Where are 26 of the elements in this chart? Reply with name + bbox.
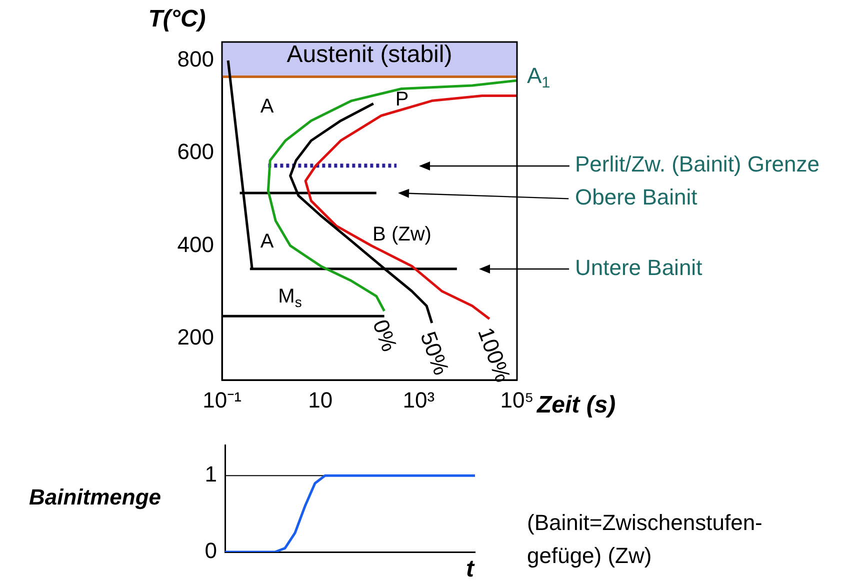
- y-tick-label: 200: [177, 324, 214, 350]
- text: 100%: [473, 324, 516, 386]
- x-tick-label: 10³: [402, 387, 435, 412]
- text: 0%: [368, 316, 402, 355]
- y-tick-label: 0: [204, 538, 217, 564]
- y-tick-label: 400: [177, 232, 214, 257]
- annotation: P: [395, 88, 409, 111]
- band-label: Austenit (stabil): [286, 40, 452, 68]
- annotation: A: [260, 230, 274, 253]
- annotation: A: [260, 96, 274, 118]
- x-tick-label: 10⁵: [500, 387, 534, 412]
- text: Obere Bainit: [575, 184, 698, 210]
- y-tick-label: 800: [177, 46, 214, 72]
- y-tick-label: 1: [204, 462, 217, 487]
- x-tick-label: 10⁻¹: [202, 387, 242, 412]
- x-axis-title: Zeit (s): [536, 392, 616, 419]
- legend-label: Untere Bainit: [575, 254, 702, 280]
- annotation: B (Zw): [372, 224, 432, 246]
- text: Perlit/Zw. (Bainit) Grenze: [575, 152, 820, 177]
- y-tick-label: 600: [177, 139, 214, 164]
- x-axis-title: t: [466, 556, 476, 581]
- text: (Bainit=Zwischenstufen-gefüge) (Zw): [527, 510, 762, 568]
- x-tick-label: 10: [308, 387, 333, 412]
- text: 50%: [416, 328, 454, 378]
- y-axis-title: T(°C): [148, 6, 206, 33]
- y-axis-title: Bainitmenge: [28, 484, 162, 510]
